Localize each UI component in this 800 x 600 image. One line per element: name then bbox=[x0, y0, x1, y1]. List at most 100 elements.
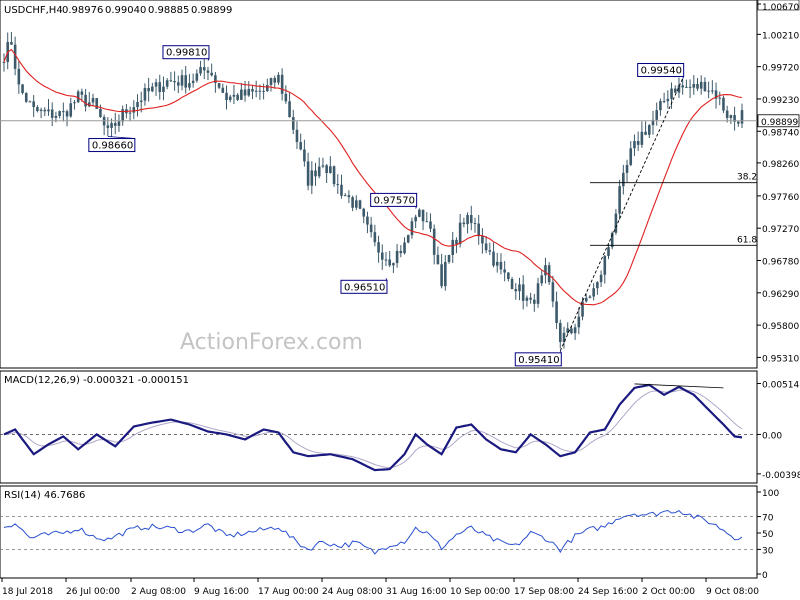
candle-body bbox=[269, 78, 273, 85]
candle-body bbox=[325, 165, 328, 173]
price-panel[interactable]: ActionForex.com USDCHF,H4 0.98976 0.9904… bbox=[0, 0, 758, 369]
candle bbox=[432, 224, 436, 265]
candle-body bbox=[633, 141, 636, 149]
candle bbox=[610, 231, 614, 250]
candle-body bbox=[614, 213, 618, 233]
candle bbox=[91, 93, 95, 106]
candle-body bbox=[343, 195, 347, 197]
candle-body bbox=[640, 131, 644, 145]
candle bbox=[369, 216, 373, 238]
candle-body bbox=[314, 170, 317, 177]
time-tick-label: 18 Jul 2018 bbox=[2, 587, 53, 597]
candle bbox=[507, 272, 510, 282]
rsi-axis: 100 70 50 30 0 bbox=[757, 489, 779, 581]
annotation-box bbox=[514, 352, 562, 367]
candle bbox=[573, 323, 577, 340]
candle bbox=[99, 104, 102, 118]
candle bbox=[295, 121, 299, 150]
candle bbox=[581, 297, 584, 321]
candle-body bbox=[655, 110, 659, 120]
candle bbox=[618, 179, 621, 220]
candle-body bbox=[2, 62, 6, 64]
candle-body bbox=[158, 82, 162, 92]
candle-body bbox=[681, 85, 684, 88]
candle-body bbox=[121, 109, 124, 122]
candle bbox=[202, 57, 206, 80]
candle-body bbox=[388, 259, 391, 266]
candle-body bbox=[139, 100, 143, 102]
candle bbox=[284, 85, 288, 104]
candle bbox=[2, 53, 6, 72]
candle-body bbox=[618, 186, 621, 214]
candle-body bbox=[707, 90, 710, 92]
rsi-tick-label: 70 bbox=[762, 514, 774, 524]
price-annotation: 0.99810 bbox=[162, 45, 210, 61]
price-tick-label: 1.00210 bbox=[762, 31, 799, 41]
candle bbox=[21, 84, 24, 95]
candle bbox=[28, 100, 32, 103]
candle bbox=[184, 66, 188, 94]
candle-body bbox=[247, 89, 251, 96]
candle bbox=[603, 254, 607, 284]
candle-body bbox=[740, 110, 744, 124]
candle-body bbox=[629, 148, 633, 165]
candle bbox=[254, 80, 258, 98]
candle-body bbox=[673, 88, 677, 93]
candle-body bbox=[10, 42, 13, 45]
candle-body bbox=[24, 93, 28, 102]
candle-body bbox=[225, 92, 228, 101]
candle bbox=[714, 82, 718, 109]
candle bbox=[195, 69, 199, 83]
candle bbox=[377, 235, 380, 263]
time-tick-label: 17 Aug 00:00 bbox=[258, 587, 319, 597]
candle bbox=[607, 244, 610, 260]
candle-body bbox=[647, 125, 651, 135]
candle bbox=[547, 262, 551, 285]
candle bbox=[317, 157, 321, 179]
candle bbox=[596, 281, 599, 295]
candle bbox=[551, 275, 555, 308]
candle bbox=[288, 91, 291, 118]
candle-body bbox=[410, 221, 414, 236]
candle-body bbox=[521, 284, 525, 301]
macd-divergence-line bbox=[634, 383, 724, 389]
macd-panel[interactable]: MACD(12,26,9) -0.000321 -0.000151 bbox=[0, 370, 758, 484]
candle bbox=[462, 217, 466, 228]
candle bbox=[39, 107, 43, 119]
candle-body bbox=[507, 272, 510, 279]
candle bbox=[32, 95, 35, 118]
candle-body bbox=[188, 83, 191, 88]
candle-body bbox=[699, 81, 703, 89]
candle-body bbox=[662, 101, 666, 103]
candle bbox=[58, 110, 61, 119]
candle-body bbox=[677, 85, 681, 93]
candle bbox=[588, 294, 592, 299]
price-tick-label: 0.95310 bbox=[762, 354, 799, 364]
candle-body bbox=[536, 283, 540, 304]
annotation-leader bbox=[559, 350, 562, 354]
candle-body bbox=[659, 101, 662, 111]
candle bbox=[43, 107, 47, 117]
rsi-panel[interactable]: RSI(14) 46.7686 bbox=[0, 485, 758, 579]
price-axis: 1.00670 1.00210 0.99720 0.99230 0.98740 0.982… bbox=[757, 0, 799, 364]
candle bbox=[247, 81, 251, 97]
candle bbox=[555, 291, 558, 329]
candle-body bbox=[566, 328, 569, 333]
candle bbox=[707, 81, 710, 99]
annotation-label: 0.99540 bbox=[641, 66, 682, 77]
candle-body bbox=[495, 261, 499, 266]
candle-body bbox=[592, 288, 595, 297]
candle-body bbox=[488, 250, 492, 252]
candle-body bbox=[533, 299, 536, 304]
candle-body bbox=[291, 117, 295, 130]
candle bbox=[514, 282, 518, 300]
candle-body bbox=[191, 80, 195, 84]
candle bbox=[399, 245, 403, 258]
candle-body bbox=[288, 101, 291, 118]
candle bbox=[340, 174, 343, 199]
candle bbox=[347, 190, 351, 204]
candle bbox=[80, 88, 84, 102]
candle bbox=[703, 77, 707, 92]
candle bbox=[384, 252, 388, 267]
